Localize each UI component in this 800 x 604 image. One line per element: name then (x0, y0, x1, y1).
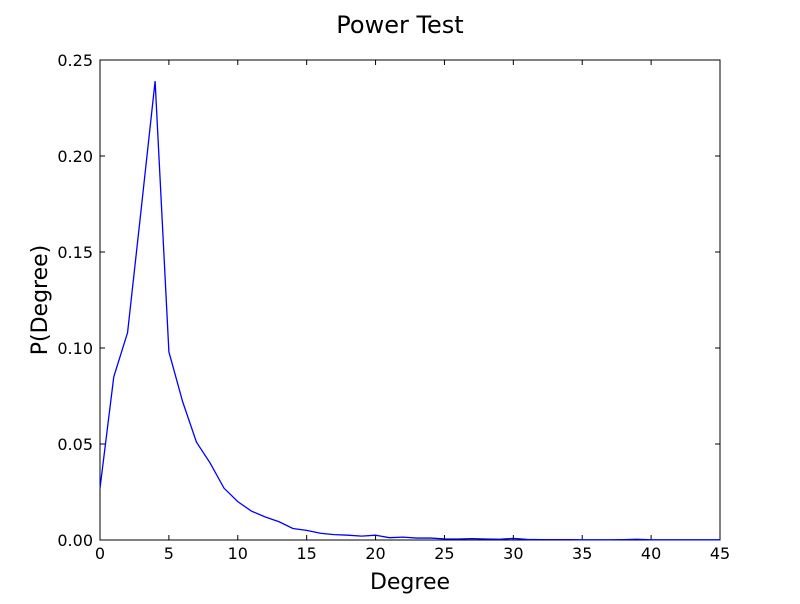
axes-layer: 0 5 10 15 20 25 30 35 40 45 0.00 0.05 0.10 0.15 0.20 0.… (57, 51, 730, 563)
data-point (306, 530, 307, 531)
y-tick-label: 0.15 (57, 243, 93, 262)
data-point (623, 539, 624, 540)
data-point (458, 538, 459, 539)
data-point (513, 538, 514, 539)
data-point (375, 535, 376, 536)
data-point (527, 539, 528, 540)
data-layer (99, 81, 720, 541)
series-line (99, 81, 720, 541)
data-point (637, 539, 638, 540)
data-point (99, 488, 100, 489)
data-point (182, 401, 183, 402)
data-point (582, 539, 583, 540)
data-point (499, 539, 500, 540)
data-point (664, 539, 665, 540)
data-point (113, 376, 114, 377)
data-point (155, 81, 156, 82)
data-point (127, 332, 128, 333)
x-tick-label: 25 (434, 544, 454, 563)
data-point (196, 441, 197, 442)
data-point (223, 488, 224, 489)
data-point (595, 539, 596, 540)
data-point (678, 539, 679, 540)
data-point (554, 539, 555, 540)
x-tick-label: 35 (572, 544, 592, 563)
y-axis-label: P(Degree) (28, 245, 53, 356)
x-axis-label: Degree (370, 570, 450, 595)
data-point (651, 539, 652, 540)
data-point (347, 535, 348, 536)
x-tick-label: 30 (503, 544, 523, 563)
data-point (320, 533, 321, 534)
x-tick-label: 45 (710, 544, 730, 563)
data-point (237, 501, 238, 502)
data-point (609, 539, 610, 540)
data-point (279, 521, 280, 522)
data-point (403, 537, 404, 538)
data-point (210, 463, 211, 464)
y-tick-label: 0.00 (57, 531, 93, 550)
x-tick-label: 20 (365, 544, 385, 563)
data-point (334, 534, 335, 535)
x-tick-label: 0 (95, 544, 105, 563)
data-point (141, 207, 142, 208)
x-tick-label: 10 (228, 544, 248, 563)
x-tick-label: 5 (164, 544, 174, 563)
y-tick-label: 0.20 (57, 147, 93, 166)
data-point (265, 516, 266, 517)
data-point (361, 536, 362, 537)
chart-title: Power Test (336, 11, 463, 39)
data-point (416, 537, 417, 538)
data-point (444, 538, 445, 539)
data-point (719, 539, 720, 540)
y-tick-label: 0.05 (57, 435, 93, 454)
data-point (430, 537, 431, 538)
data-point (485, 538, 486, 539)
data-point (251, 511, 252, 512)
plot-frame (99, 59, 721, 541)
data-point (471, 538, 472, 539)
x-tick-label: 15 (296, 544, 316, 563)
data-point (389, 537, 390, 538)
x-tick-label: 40 (641, 544, 661, 563)
data-point (168, 351, 169, 352)
data-point (706, 539, 707, 540)
data-point (568, 539, 569, 540)
labels-layer: Power Test Degree P(Degree) (28, 11, 464, 595)
data-point (692, 539, 693, 540)
data-point (292, 528, 293, 529)
y-tick-label: 0.25 (57, 51, 93, 70)
y-tick-label: 0.10 (57, 339, 93, 358)
data-point (540, 539, 541, 540)
